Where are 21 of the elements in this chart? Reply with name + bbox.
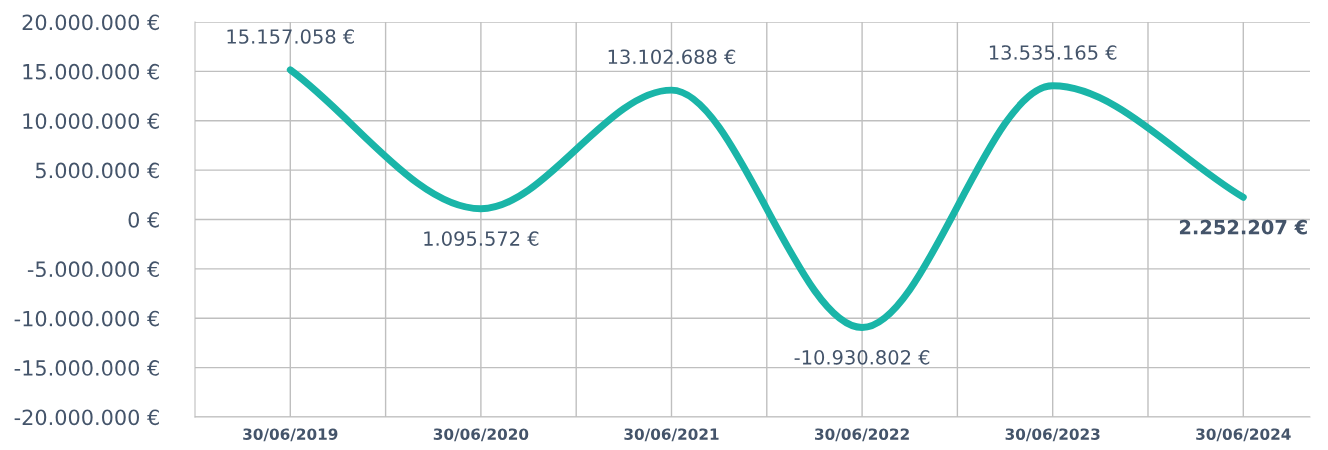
x-tick-label: 30/06/2020 bbox=[433, 428, 529, 442]
y-tick-label: 15.000.000 € bbox=[23, 63, 159, 80]
x-tick-label: 30/06/2023 bbox=[1005, 428, 1100, 442]
data-label: 13.102.688 € bbox=[608, 49, 736, 65]
y-tick-label: 10.000.000 € bbox=[23, 113, 159, 129]
y-tick-label: -10.000.000 € bbox=[14, 310, 159, 327]
data-label: 2.252.207 € bbox=[1179, 219, 1307, 235]
y-tick-label: -20.000.000 € bbox=[14, 409, 159, 426]
data-label: -10.930.802 € bbox=[794, 350, 930, 365]
data-label: 1.095.572 € bbox=[424, 231, 539, 246]
y-tick-label: 5.000.000 € bbox=[35, 162, 159, 179]
data-label: 13.535.165 € bbox=[989, 45, 1117, 60]
y-tick-label: 20.000.000 € bbox=[22, 14, 159, 31]
y-tick-label: -5.000.000 € bbox=[27, 261, 159, 278]
x-tick-label: 30/06/2022 bbox=[815, 428, 909, 442]
y-tick-label: -15.000.000 € bbox=[14, 360, 159, 376]
x-tick-label: 30/06/2024 bbox=[1196, 428, 1291, 442]
data-label: 15.157.058 € bbox=[227, 29, 354, 44]
x-tick-label: 30/06/2021 bbox=[624, 428, 719, 442]
y-tick-label: 0 € bbox=[128, 211, 159, 228]
x-tick-label: 30/06/2019 bbox=[243, 428, 338, 442]
